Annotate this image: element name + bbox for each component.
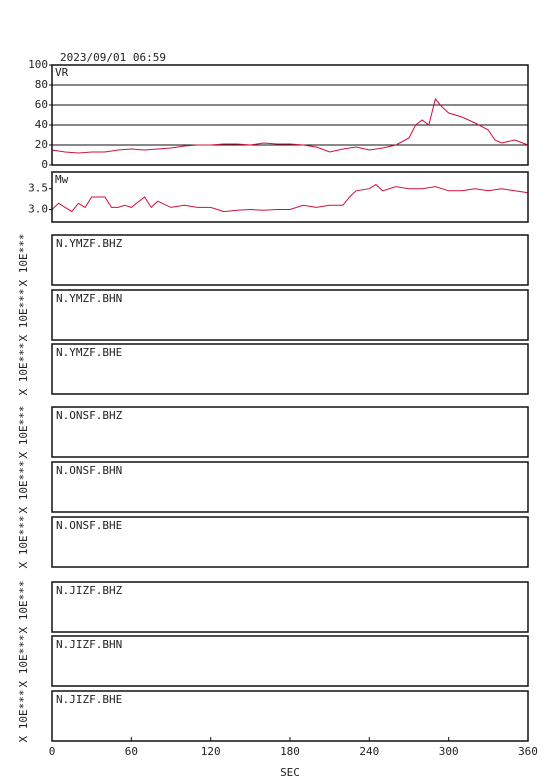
waveform-panel <box>51 234 529 286</box>
station-label: N.JIZF.BHE <box>56 693 122 706</box>
x-axis-label: SEC <box>280 766 300 779</box>
x-tick-label: 300 <box>439 745 459 758</box>
amplitude-label: X 10E*** <box>17 690 30 743</box>
y-tick-label: 100 <box>28 58 48 71</box>
x-tick-label: 60 <box>125 745 138 758</box>
y-tick-label: 60 <box>35 98 48 111</box>
station-label: N.JIZF.BHN <box>56 638 122 651</box>
y-tick-label: 80 <box>35 78 48 91</box>
waveform-panel <box>51 690 529 742</box>
y-tick-label: 40 <box>35 118 48 131</box>
amplitude-label: X 10E*** <box>17 581 30 634</box>
waveform-panel <box>51 461 529 513</box>
amplitude-label: X 10E*** <box>17 406 30 459</box>
station-label: N.ONSF.BHE <box>56 519 122 532</box>
x-tick-label: 120 <box>201 745 221 758</box>
amplitude-label: X 10E*** <box>17 461 30 514</box>
amplitude-label: X 10E*** <box>17 234 30 287</box>
panel-label: Mw <box>55 173 69 186</box>
station-label: N.YMZF.BHE <box>56 346 122 359</box>
station-label: N.YMZF.BHZ <box>56 237 123 250</box>
station-label: N.ONSF.BHN <box>56 464 122 477</box>
y-tick-label: 0 <box>41 158 48 171</box>
x-tick-label: 240 <box>359 745 379 758</box>
amplitude-label: X 10E*** <box>17 343 30 396</box>
waveform-panel <box>51 516 529 568</box>
y-tick-label: 3.0 <box>28 203 48 216</box>
x-tick-label: 0 <box>49 745 56 758</box>
series-line <box>51 183 529 213</box>
waveform-panel <box>51 343 529 395</box>
amplitude-label: X 10E*** <box>17 516 30 569</box>
waveform-panel <box>51 635 529 687</box>
station-label: N.YMZF.BHN <box>56 292 122 305</box>
panel-frame <box>51 171 529 223</box>
series-line <box>51 97 529 154</box>
amplitude-label: X 10E*** <box>17 635 30 688</box>
y-tick-label: 20 <box>35 138 48 151</box>
amplitude-label: X 10E*** <box>17 289 30 342</box>
x-tick-label: 180 <box>280 745 300 758</box>
panel-frame <box>51 64 529 166</box>
timestamp: 2023/09/01 06:59 <box>60 51 166 64</box>
y-tick-label: 3.5 <box>28 182 48 195</box>
waveform-panel <box>51 581 529 633</box>
panel-label: VR <box>55 66 69 79</box>
x-tick-label: 360 <box>518 745 538 758</box>
station-label: N.JIZF.BHZ <box>56 584 123 597</box>
station-label: N.ONSF.BHZ <box>56 409 123 422</box>
waveform-panel <box>51 289 529 341</box>
waveform-panel <box>51 406 529 458</box>
